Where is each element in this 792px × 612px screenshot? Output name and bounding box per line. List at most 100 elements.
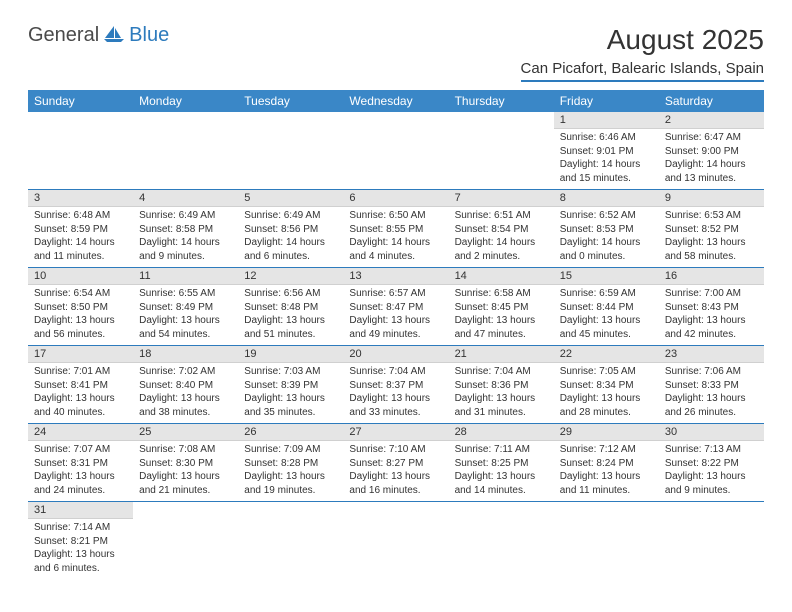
day-info: Sunrise: 6:49 AMSunset: 8:56 PMDaylight:… — [238, 207, 343, 267]
day-number: 26 — [238, 424, 343, 441]
day-number: 4 — [133, 190, 238, 207]
day-info: Sunrise: 6:53 AMSunset: 8:52 PMDaylight:… — [659, 207, 764, 267]
day-number: 5 — [238, 190, 343, 207]
day-number: 25 — [133, 424, 238, 441]
calendar-row: 10Sunrise: 6:54 AMSunset: 8:50 PMDayligh… — [28, 268, 764, 346]
empty-cell — [238, 112, 343, 190]
day-info: Sunrise: 7:02 AMSunset: 8:40 PMDaylight:… — [133, 363, 238, 423]
day-info: Sunrise: 7:08 AMSunset: 8:30 PMDaylight:… — [133, 441, 238, 501]
empty-cell — [449, 502, 554, 580]
day-number: 23 — [659, 346, 764, 363]
calendar-row: 24Sunrise: 7:07 AMSunset: 8:31 PMDayligh… — [28, 424, 764, 502]
day-cell: 1Sunrise: 6:46 AMSunset: 9:01 PMDaylight… — [554, 112, 659, 190]
logo-text-general: General — [28, 24, 99, 47]
day-cell: 24Sunrise: 7:07 AMSunset: 8:31 PMDayligh… — [28, 424, 133, 502]
day-cell: 17Sunrise: 7:01 AMSunset: 8:41 PMDayligh… — [28, 346, 133, 424]
day-info: Sunrise: 7:13 AMSunset: 8:22 PMDaylight:… — [659, 441, 764, 501]
day-number: 15 — [554, 268, 659, 285]
day-info: Sunrise: 7:07 AMSunset: 8:31 PMDaylight:… — [28, 441, 133, 501]
day-cell: 26Sunrise: 7:09 AMSunset: 8:28 PMDayligh… — [238, 424, 343, 502]
day-cell: 3Sunrise: 6:48 AMSunset: 8:59 PMDaylight… — [28, 190, 133, 268]
day-info: Sunrise: 6:56 AMSunset: 8:48 PMDaylight:… — [238, 285, 343, 345]
day-cell: 22Sunrise: 7:05 AMSunset: 8:34 PMDayligh… — [554, 346, 659, 424]
day-cell: 16Sunrise: 7:00 AMSunset: 8:43 PMDayligh… — [659, 268, 764, 346]
day-info: Sunrise: 7:12 AMSunset: 8:24 PMDaylight:… — [554, 441, 659, 501]
day-number: 8 — [554, 190, 659, 207]
day-cell: 21Sunrise: 7:04 AMSunset: 8:36 PMDayligh… — [449, 346, 554, 424]
day-cell: 20Sunrise: 7:04 AMSunset: 8:37 PMDayligh… — [343, 346, 448, 424]
day-cell: 30Sunrise: 7:13 AMSunset: 8:22 PMDayligh… — [659, 424, 764, 502]
day-info: Sunrise: 6:55 AMSunset: 8:49 PMDaylight:… — [133, 285, 238, 345]
header: General Blue August 2025 Can Picafort, B… — [28, 24, 764, 82]
day-cell: 12Sunrise: 6:56 AMSunset: 8:48 PMDayligh… — [238, 268, 343, 346]
day-number: 3 — [28, 190, 133, 207]
day-info: Sunrise: 7:09 AMSunset: 8:28 PMDaylight:… — [238, 441, 343, 501]
day-cell: 5Sunrise: 6:49 AMSunset: 8:56 PMDaylight… — [238, 190, 343, 268]
day-cell: 15Sunrise: 6:59 AMSunset: 8:44 PMDayligh… — [554, 268, 659, 346]
day-cell: 7Sunrise: 6:51 AMSunset: 8:54 PMDaylight… — [449, 190, 554, 268]
day-info: Sunrise: 6:52 AMSunset: 8:53 PMDaylight:… — [554, 207, 659, 267]
day-cell: 11Sunrise: 6:55 AMSunset: 8:49 PMDayligh… — [133, 268, 238, 346]
day-info: Sunrise: 7:03 AMSunset: 8:39 PMDaylight:… — [238, 363, 343, 423]
day-number: 22 — [554, 346, 659, 363]
day-info: Sunrise: 7:14 AMSunset: 8:21 PMDaylight:… — [28, 519, 133, 579]
day-info: Sunrise: 6:49 AMSunset: 8:58 PMDaylight:… — [133, 207, 238, 267]
day-cell: 28Sunrise: 7:11 AMSunset: 8:25 PMDayligh… — [449, 424, 554, 502]
weekday-sunday: Sunday — [28, 90, 133, 112]
calendar-row: 3Sunrise: 6:48 AMSunset: 8:59 PMDaylight… — [28, 190, 764, 268]
day-number: 1 — [554, 112, 659, 129]
weekday-monday: Monday — [133, 90, 238, 112]
calendar-row: 1Sunrise: 6:46 AMSunset: 9:01 PMDaylight… — [28, 112, 764, 190]
day-cell: 13Sunrise: 6:57 AMSunset: 8:47 PMDayligh… — [343, 268, 448, 346]
empty-cell — [343, 502, 448, 580]
day-number: 24 — [28, 424, 133, 441]
day-info: Sunrise: 7:05 AMSunset: 8:34 PMDaylight:… — [554, 363, 659, 423]
day-number: 7 — [449, 190, 554, 207]
day-number: 16 — [659, 268, 764, 285]
day-number: 27 — [343, 424, 448, 441]
day-info: Sunrise: 6:51 AMSunset: 8:54 PMDaylight:… — [449, 207, 554, 267]
day-info: Sunrise: 6:58 AMSunset: 8:45 PMDaylight:… — [449, 285, 554, 345]
day-number: 29 — [554, 424, 659, 441]
day-info: Sunrise: 7:06 AMSunset: 8:33 PMDaylight:… — [659, 363, 764, 423]
day-cell: 10Sunrise: 6:54 AMSunset: 8:50 PMDayligh… — [28, 268, 133, 346]
day-number: 17 — [28, 346, 133, 363]
day-number: 12 — [238, 268, 343, 285]
calendar-row: 17Sunrise: 7:01 AMSunset: 8:41 PMDayligh… — [28, 346, 764, 424]
empty-cell — [449, 112, 554, 190]
day-number: 6 — [343, 190, 448, 207]
logo-text-blue: Blue — [129, 24, 169, 47]
empty-cell — [238, 502, 343, 580]
weekday-saturday: Saturday — [659, 90, 764, 112]
day-info: Sunrise: 7:04 AMSunset: 8:36 PMDaylight:… — [449, 363, 554, 423]
day-info: Sunrise: 6:57 AMSunset: 8:47 PMDaylight:… — [343, 285, 448, 345]
day-cell: 29Sunrise: 7:12 AMSunset: 8:24 PMDayligh… — [554, 424, 659, 502]
day-cell: 19Sunrise: 7:03 AMSunset: 8:39 PMDayligh… — [238, 346, 343, 424]
empty-cell — [133, 112, 238, 190]
empty-cell — [28, 112, 133, 190]
weekday-friday: Friday — [554, 90, 659, 112]
day-cell: 14Sunrise: 6:58 AMSunset: 8:45 PMDayligh… — [449, 268, 554, 346]
day-cell: 25Sunrise: 7:08 AMSunset: 8:30 PMDayligh… — [133, 424, 238, 502]
day-info: Sunrise: 7:04 AMSunset: 8:37 PMDaylight:… — [343, 363, 448, 423]
title-block: August 2025 Can Picafort, Balearic Islan… — [521, 24, 764, 82]
day-number: 28 — [449, 424, 554, 441]
day-info: Sunrise: 6:47 AMSunset: 9:00 PMDaylight:… — [659, 129, 764, 189]
month-title: August 2025 — [521, 24, 764, 56]
calendar-row: 31Sunrise: 7:14 AMSunset: 8:21 PMDayligh… — [28, 502, 764, 580]
day-cell: 8Sunrise: 6:52 AMSunset: 8:53 PMDaylight… — [554, 190, 659, 268]
day-number: 10 — [28, 268, 133, 285]
location: Can Picafort, Balearic Islands, Spain — [521, 60, 764, 82]
day-number: 13 — [343, 268, 448, 285]
day-number: 31 — [28, 502, 133, 519]
weekday-wednesday: Wednesday — [343, 90, 448, 112]
day-number: 21 — [449, 346, 554, 363]
day-info: Sunrise: 7:10 AMSunset: 8:27 PMDaylight:… — [343, 441, 448, 501]
day-info: Sunrise: 6:59 AMSunset: 8:44 PMDaylight:… — [554, 285, 659, 345]
day-cell: 23Sunrise: 7:06 AMSunset: 8:33 PMDayligh… — [659, 346, 764, 424]
day-number: 14 — [449, 268, 554, 285]
day-number: 20 — [343, 346, 448, 363]
weekday-header-row: SundayMondayTuesdayWednesdayThursdayFrid… — [28, 90, 764, 112]
day-cell: 9Sunrise: 6:53 AMSunset: 8:52 PMDaylight… — [659, 190, 764, 268]
day-number: 30 — [659, 424, 764, 441]
